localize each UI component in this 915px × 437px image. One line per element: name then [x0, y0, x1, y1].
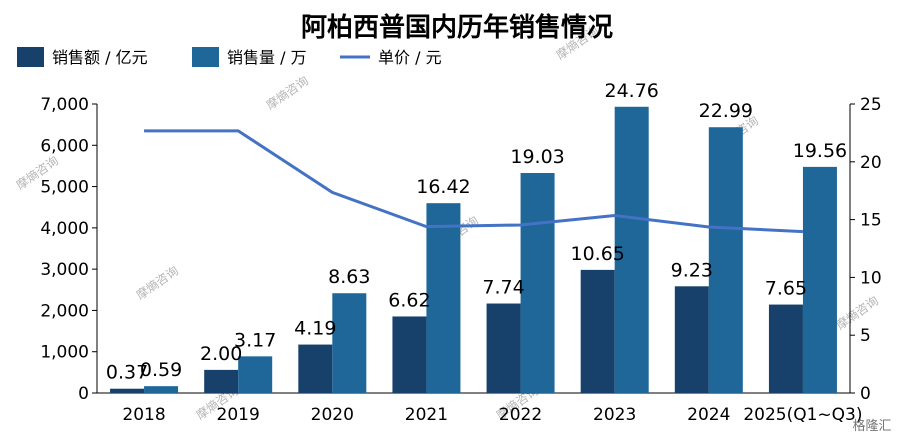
right-tick-label: 20 [860, 153, 882, 173]
legend-swatch-volume [192, 47, 219, 67]
price-line [144, 129, 804, 234]
x-tick-label: 2022 [499, 405, 542, 425]
volume-label: 3.17 [234, 329, 276, 351]
revenue-bar [392, 316, 427, 393]
x-tick-label: 2018 [122, 405, 165, 425]
revenue-label: 7.65 [765, 278, 807, 300]
chart-title: 阿柏西普国内历年销售情况 [301, 12, 613, 43]
left-tick-label: 3,000 [40, 260, 89, 280]
watermark-text: 摩熵咨询 [133, 263, 181, 303]
volume-bar [238, 356, 273, 393]
volume-label: 16.42 [416, 176, 470, 198]
left-tick-label: 7,000 [40, 95, 89, 115]
right-tick-label: 25 [860, 95, 882, 115]
right-tick-label: 5 [860, 326, 871, 346]
left-tick-label: 4,000 [40, 219, 89, 239]
x-tick-label: 2019 [217, 405, 260, 425]
volume-label: 22.99 [699, 100, 753, 122]
revenue-bar [298, 344, 333, 393]
x-tick-label: 2021 [405, 405, 448, 425]
revenue-label: 0.37 [106, 362, 148, 384]
volume-bar [426, 203, 461, 393]
right-tick-label: 15 [860, 211, 882, 231]
volume-label: 8.63 [328, 266, 370, 288]
left-tick-label: 5,000 [40, 178, 89, 198]
axes: 0 1,000 2,000 3,000 4,000 5,000 6,000 7,000 0 5 10… [40, 95, 881, 425]
revenue-label: 2.00 [200, 343, 242, 365]
left-tick-label: 6,000 [40, 136, 89, 156]
volume-bar [614, 106, 649, 393]
volume-label: 19.56 [793, 140, 847, 162]
legend-label-price: 单价 / 元 [378, 48, 442, 67]
revenue-bar [204, 369, 239, 393]
left-tick-label: 1,000 [40, 343, 89, 363]
watermark-text: 摩熵咨询 [263, 73, 311, 113]
legend-label-volume: 销售量 / 万 [227, 48, 307, 67]
price-line-path [144, 129, 804, 234]
corner-logo: 格隆汇 [852, 418, 891, 434]
revenue-bar [580, 269, 615, 393]
x-tick-label: 2020 [311, 405, 354, 425]
bars [110, 106, 837, 394]
legend-label-revenue: 销售额 / 亿元 [52, 48, 148, 67]
x-tick-label: 2023 [593, 405, 636, 425]
volume-label: 19.03 [510, 146, 564, 168]
revenue-label: 6.62 [388, 289, 430, 311]
left-tick-label: 0 [78, 384, 89, 404]
volume-bar [802, 166, 837, 393]
volume-bar [332, 293, 367, 393]
legend-swatch-revenue [17, 47, 44, 67]
watermark-text: 摩熵咨询 [833, 293, 881, 333]
left-tick-label: 2,000 [40, 301, 89, 321]
revenue-bar [768, 304, 803, 393]
volume-label: 24.76 [604, 80, 658, 102]
revenue-bar [674, 286, 709, 393]
right-tick-label: 10 [860, 268, 882, 288]
volume-bar [708, 127, 743, 394]
revenue-bar [486, 303, 521, 393]
volume-label: 0.59 [140, 359, 182, 381]
x-tick-label: 2024 [687, 405, 730, 425]
x-tick-label: 2025(Q1~Q3) [743, 405, 862, 425]
volume-bar [520, 173, 555, 393]
volume-bar [144, 386, 179, 393]
revenue-label: 4.19 [294, 318, 336, 340]
data-labels: 0.370.59 2.003.17 4.19 8.63 6.62 16.42 7.74 19.… [106, 80, 847, 384]
revenue-label: 7.74 [482, 277, 524, 299]
legend: 销售额 / 亿元 销售量 / 万 单价 / 元 [17, 47, 442, 67]
right-tick-label: 0 [860, 384, 871, 404]
revenue-bar [110, 388, 145, 393]
revenue-label: 9.23 [671, 259, 713, 281]
revenue-label: 10.65 [570, 243, 624, 265]
